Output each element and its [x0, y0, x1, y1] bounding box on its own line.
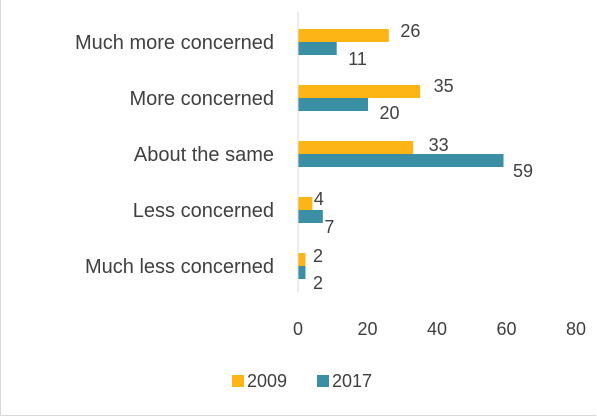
legend-swatch [317, 375, 329, 387]
bar-2017 [298, 210, 323, 223]
bars-layer [298, 29, 504, 279]
axis-layer: Much more concerned More concerned About t… [75, 12, 586, 339]
bar-2017 [298, 42, 337, 55]
data-label: 2 [313, 273, 323, 293]
category-label: Much more concerned [75, 32, 274, 54]
legend-swatch [232, 375, 244, 387]
x-tick-label: 20 [357, 319, 377, 339]
category-label: Less concerned [133, 200, 274, 222]
data-label: 11 [348, 49, 367, 69]
legend-label: 2017 [332, 371, 372, 391]
data-label: 35 [434, 76, 454, 96]
bar-2009 [298, 253, 306, 266]
x-tick-label: 0 [293, 319, 303, 339]
data-label: 2 [313, 246, 323, 266]
bar-2009 [298, 29, 389, 42]
data-label: 7 [324, 217, 334, 237]
category-label: Much less concerned [85, 256, 274, 278]
x-tick-label: 60 [496, 319, 516, 339]
legend: 2009 2017 [232, 371, 372, 391]
data-label: 26 [400, 21, 420, 41]
data-label: 59 [513, 161, 533, 181]
x-tick-label: 80 [566, 319, 586, 339]
bar-2009 [298, 85, 421, 98]
category-label: About the same [134, 144, 274, 166]
bar-2017 [298, 154, 504, 167]
bar-2017 [298, 266, 306, 279]
data-label: 4 [314, 189, 324, 209]
data-label: 20 [380, 103, 400, 123]
bar-2009 [298, 141, 414, 154]
bar-2017 [298, 98, 368, 111]
x-tick-label: 40 [427, 319, 447, 339]
legend-label: 2009 [247, 371, 287, 391]
category-label: More concerned [129, 88, 274, 110]
data-label: 33 [429, 135, 449, 155]
bar-2009 [298, 197, 313, 210]
